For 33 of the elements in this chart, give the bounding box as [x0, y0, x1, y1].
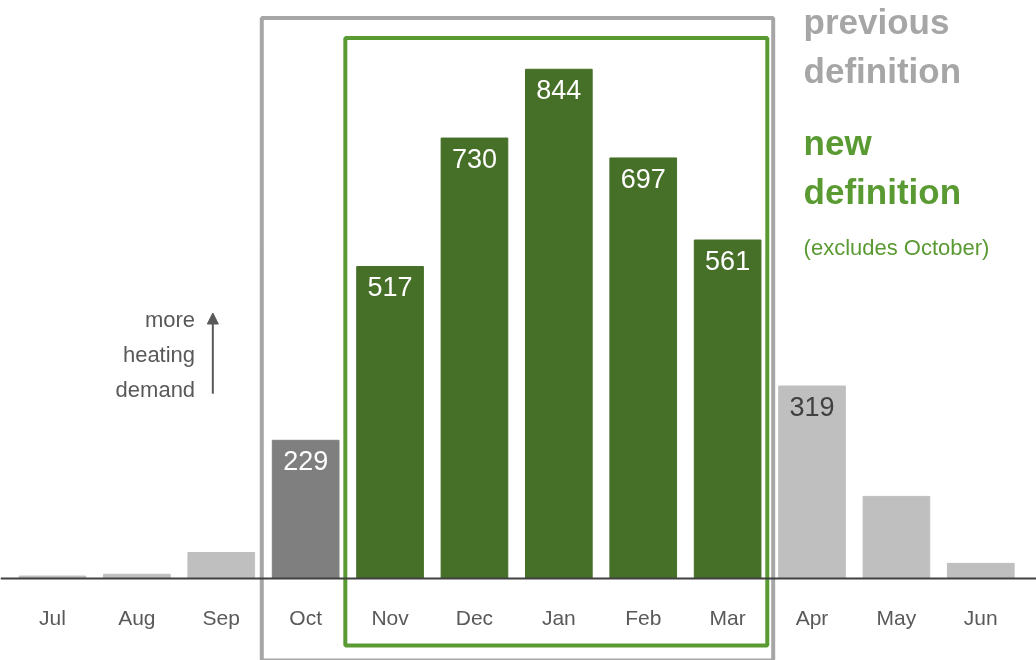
bar: [187, 552, 256, 579]
bar: [356, 266, 424, 579]
data-label: 517: [367, 272, 413, 303]
bar: [946, 562, 1015, 579]
x-tick-label: Dec: [455, 606, 494, 630]
bar: [271, 439, 340, 579]
data-label: 697: [620, 163, 666, 194]
x-tick-label: Jun: [963, 606, 998, 630]
data-label: 229: [283, 446, 329, 477]
x-tick-label: Sep: [202, 606, 240, 630]
x-tick-label: Oct: [289, 606, 323, 630]
annotation: previous definition: [803, 2, 962, 91]
x-tick-label: Mar: [709, 606, 746, 630]
data-label: 319: [789, 391, 835, 422]
x-tick-label: Aug: [118, 606, 156, 630]
bar: [525, 68, 593, 579]
annotation: new definition: [803, 122, 962, 211]
bar: [440, 137, 509, 579]
x-tick-label: Feb: [625, 606, 662, 630]
bar: [862, 495, 931, 579]
annotation: (excludes October): [803, 234, 990, 260]
x-tick-label: Apr: [795, 606, 829, 630]
x-tick-label: Nov: [371, 606, 410, 630]
bar: [609, 157, 678, 579]
data-label: 844: [536, 75, 582, 106]
annotation: more heating demand: [115, 306, 196, 402]
x-tick-label: May: [876, 606, 917, 630]
data-label: 730: [451, 143, 497, 174]
x-tick-label: Jan: [541, 606, 576, 630]
bar: [778, 385, 846, 579]
data-label: 561: [705, 245, 751, 276]
bar: [693, 239, 762, 579]
x-tick-label: Jul: [39, 606, 66, 630]
